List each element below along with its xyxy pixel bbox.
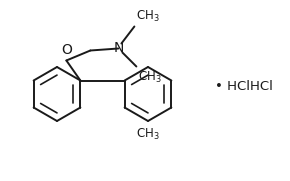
Text: N: N	[113, 41, 124, 56]
Text: CH$_3$: CH$_3$	[138, 70, 162, 85]
Text: CH$_3$: CH$_3$	[136, 127, 160, 142]
Text: CH$_3$: CH$_3$	[136, 8, 160, 24]
Text: O: O	[61, 43, 72, 56]
Text: • HClHCl: • HClHCl	[215, 79, 273, 92]
